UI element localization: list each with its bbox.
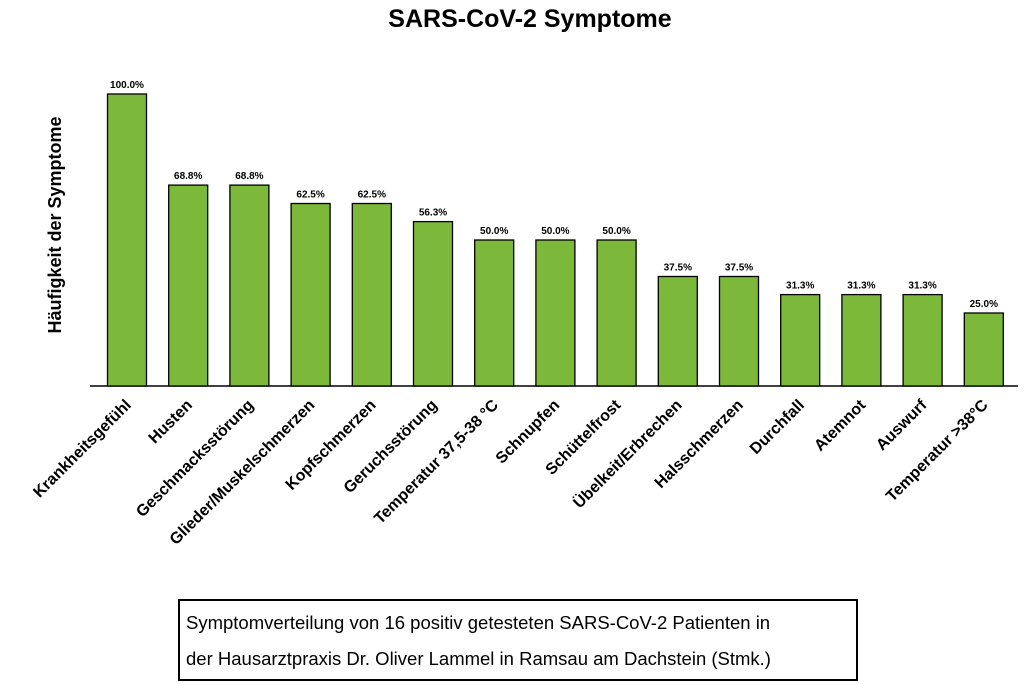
- bar-value-label: 31.3%: [908, 281, 936, 292]
- bar-value-label: 37.5%: [664, 263, 692, 274]
- bar-value-label: 25.0%: [970, 299, 998, 310]
- bars-group: [106, 93, 1004, 387]
- bar: [841, 293, 882, 387]
- caption-line-1: Symptomverteilung von 16 positiv geteste…: [186, 612, 771, 633]
- value-labels-group: 100.0% 68.8% 68.8% 62.5% 62.5% 56.3% 50.0% 50.0…: [110, 80, 998, 310]
- bar: [290, 202, 331, 387]
- bar-value-label: 31.3%: [847, 281, 875, 292]
- bar: [718, 275, 760, 387]
- x-tick-label: Durchfall: [747, 397, 808, 458]
- bar: [963, 312, 1004, 387]
- symptom-bar-chart: SARS-CoV-2 Symptome Häufigkeit der Sympt…: [30, 5, 1018, 548]
- bar: [229, 184, 270, 387]
- bar-value-label: 68.8%: [235, 171, 263, 182]
- caption-box: Symptomverteilung von 16 positiv geteste…: [178, 599, 858, 681]
- bar-value-label: 68.8%: [174, 171, 202, 182]
- x-tick-label: Husten: [146, 397, 196, 447]
- bar: [596, 239, 637, 387]
- bar-value-label: 56.3%: [419, 208, 447, 219]
- x-tick-label: Geschmacksstörung: [133, 397, 257, 521]
- x-tick-label: Auswurf: [873, 396, 931, 454]
- bar-value-label: 100.0%: [110, 80, 144, 91]
- chart-title: SARS-CoV-2 Symptome: [388, 5, 671, 33]
- x-tick-label: Temperatur >38°C: [883, 396, 992, 505]
- bar-value-label: 50.0%: [541, 226, 569, 237]
- tick-labels-group: Krankheitsgefühl HustenGeschmacksstörungG…: [30, 395, 992, 548]
- bar: [780, 293, 821, 387]
- x-tick-label: Übelkeit/Erbrechen: [569, 395, 686, 512]
- x-tick-label: Atemnot: [811, 396, 869, 454]
- bar: [412, 220, 454, 387]
- y-axis-label: Häufigkeit der Symptome: [45, 116, 65, 333]
- x-tick-label: Temperatur 37,5-38 °C: [371, 396, 502, 527]
- bar: [535, 239, 576, 387]
- bar-value-label: 62.5%: [296, 190, 324, 201]
- caption-line-2: der Hausarztpraxis Dr. Oliver Lammel in …: [186, 648, 771, 669]
- bar-value-label: 50.0%: [480, 226, 508, 237]
- x-tick-label: Krankheitsgefühl: [30, 397, 134, 501]
- bar: [168, 184, 209, 387]
- bar-value-label: 50.0%: [602, 226, 630, 237]
- bar: [474, 239, 515, 387]
- bar: [351, 202, 392, 387]
- bar: [657, 275, 698, 387]
- bar-value-label: 31.3%: [786, 281, 814, 292]
- bar-value-label: 62.5%: [358, 190, 386, 201]
- bar-value-label: 37.5%: [725, 263, 753, 274]
- bar: [106, 93, 148, 387]
- bar: [902, 293, 943, 387]
